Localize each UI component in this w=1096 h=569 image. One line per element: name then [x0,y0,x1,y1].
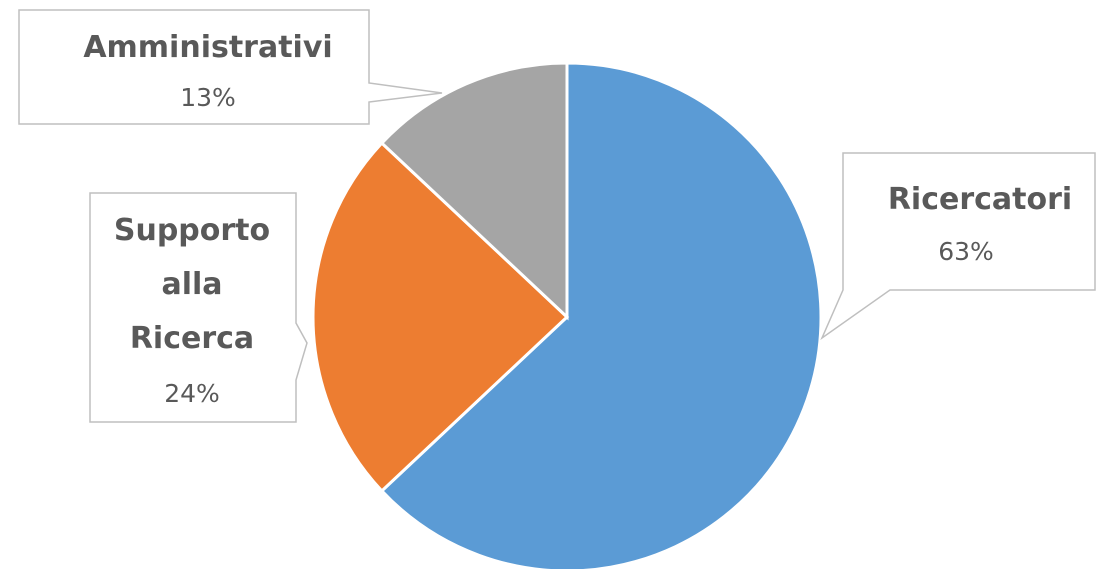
callout-ricercatori-pct: 63% [938,237,994,266]
callout-amministrativi-box [18,9,443,125]
pie-slice-supporto-alla-ricerca [311,141,570,493]
pie-slice-ricercatori [379,61,823,569]
callout-amministrativi-pct: 13% [180,83,236,112]
pie-slices [311,61,823,569]
callout-supporto-line-2: alla [161,267,222,302]
callout-amministrativi-name: Amministrativi [83,30,332,65]
callout-ricercatori: Ricercatori 63% [820,152,1096,341]
pie-slice-amministrativi [379,61,569,321]
callout-amministrativi: Amministrativi 13% [18,9,443,125]
callout-ricercatori-box [820,152,1096,341]
callout-supporto-pct: 24% [164,379,220,408]
callout-supporto-box [89,192,308,423]
callout-supporto: Supporto alla Ricerca 24% [89,192,308,423]
callout-ricercatori-name: Ricercatori [888,182,1072,217]
callout-supporto-line-3: Ricerca [130,321,254,356]
callout-supporto-line-1: Supporto [114,213,270,248]
